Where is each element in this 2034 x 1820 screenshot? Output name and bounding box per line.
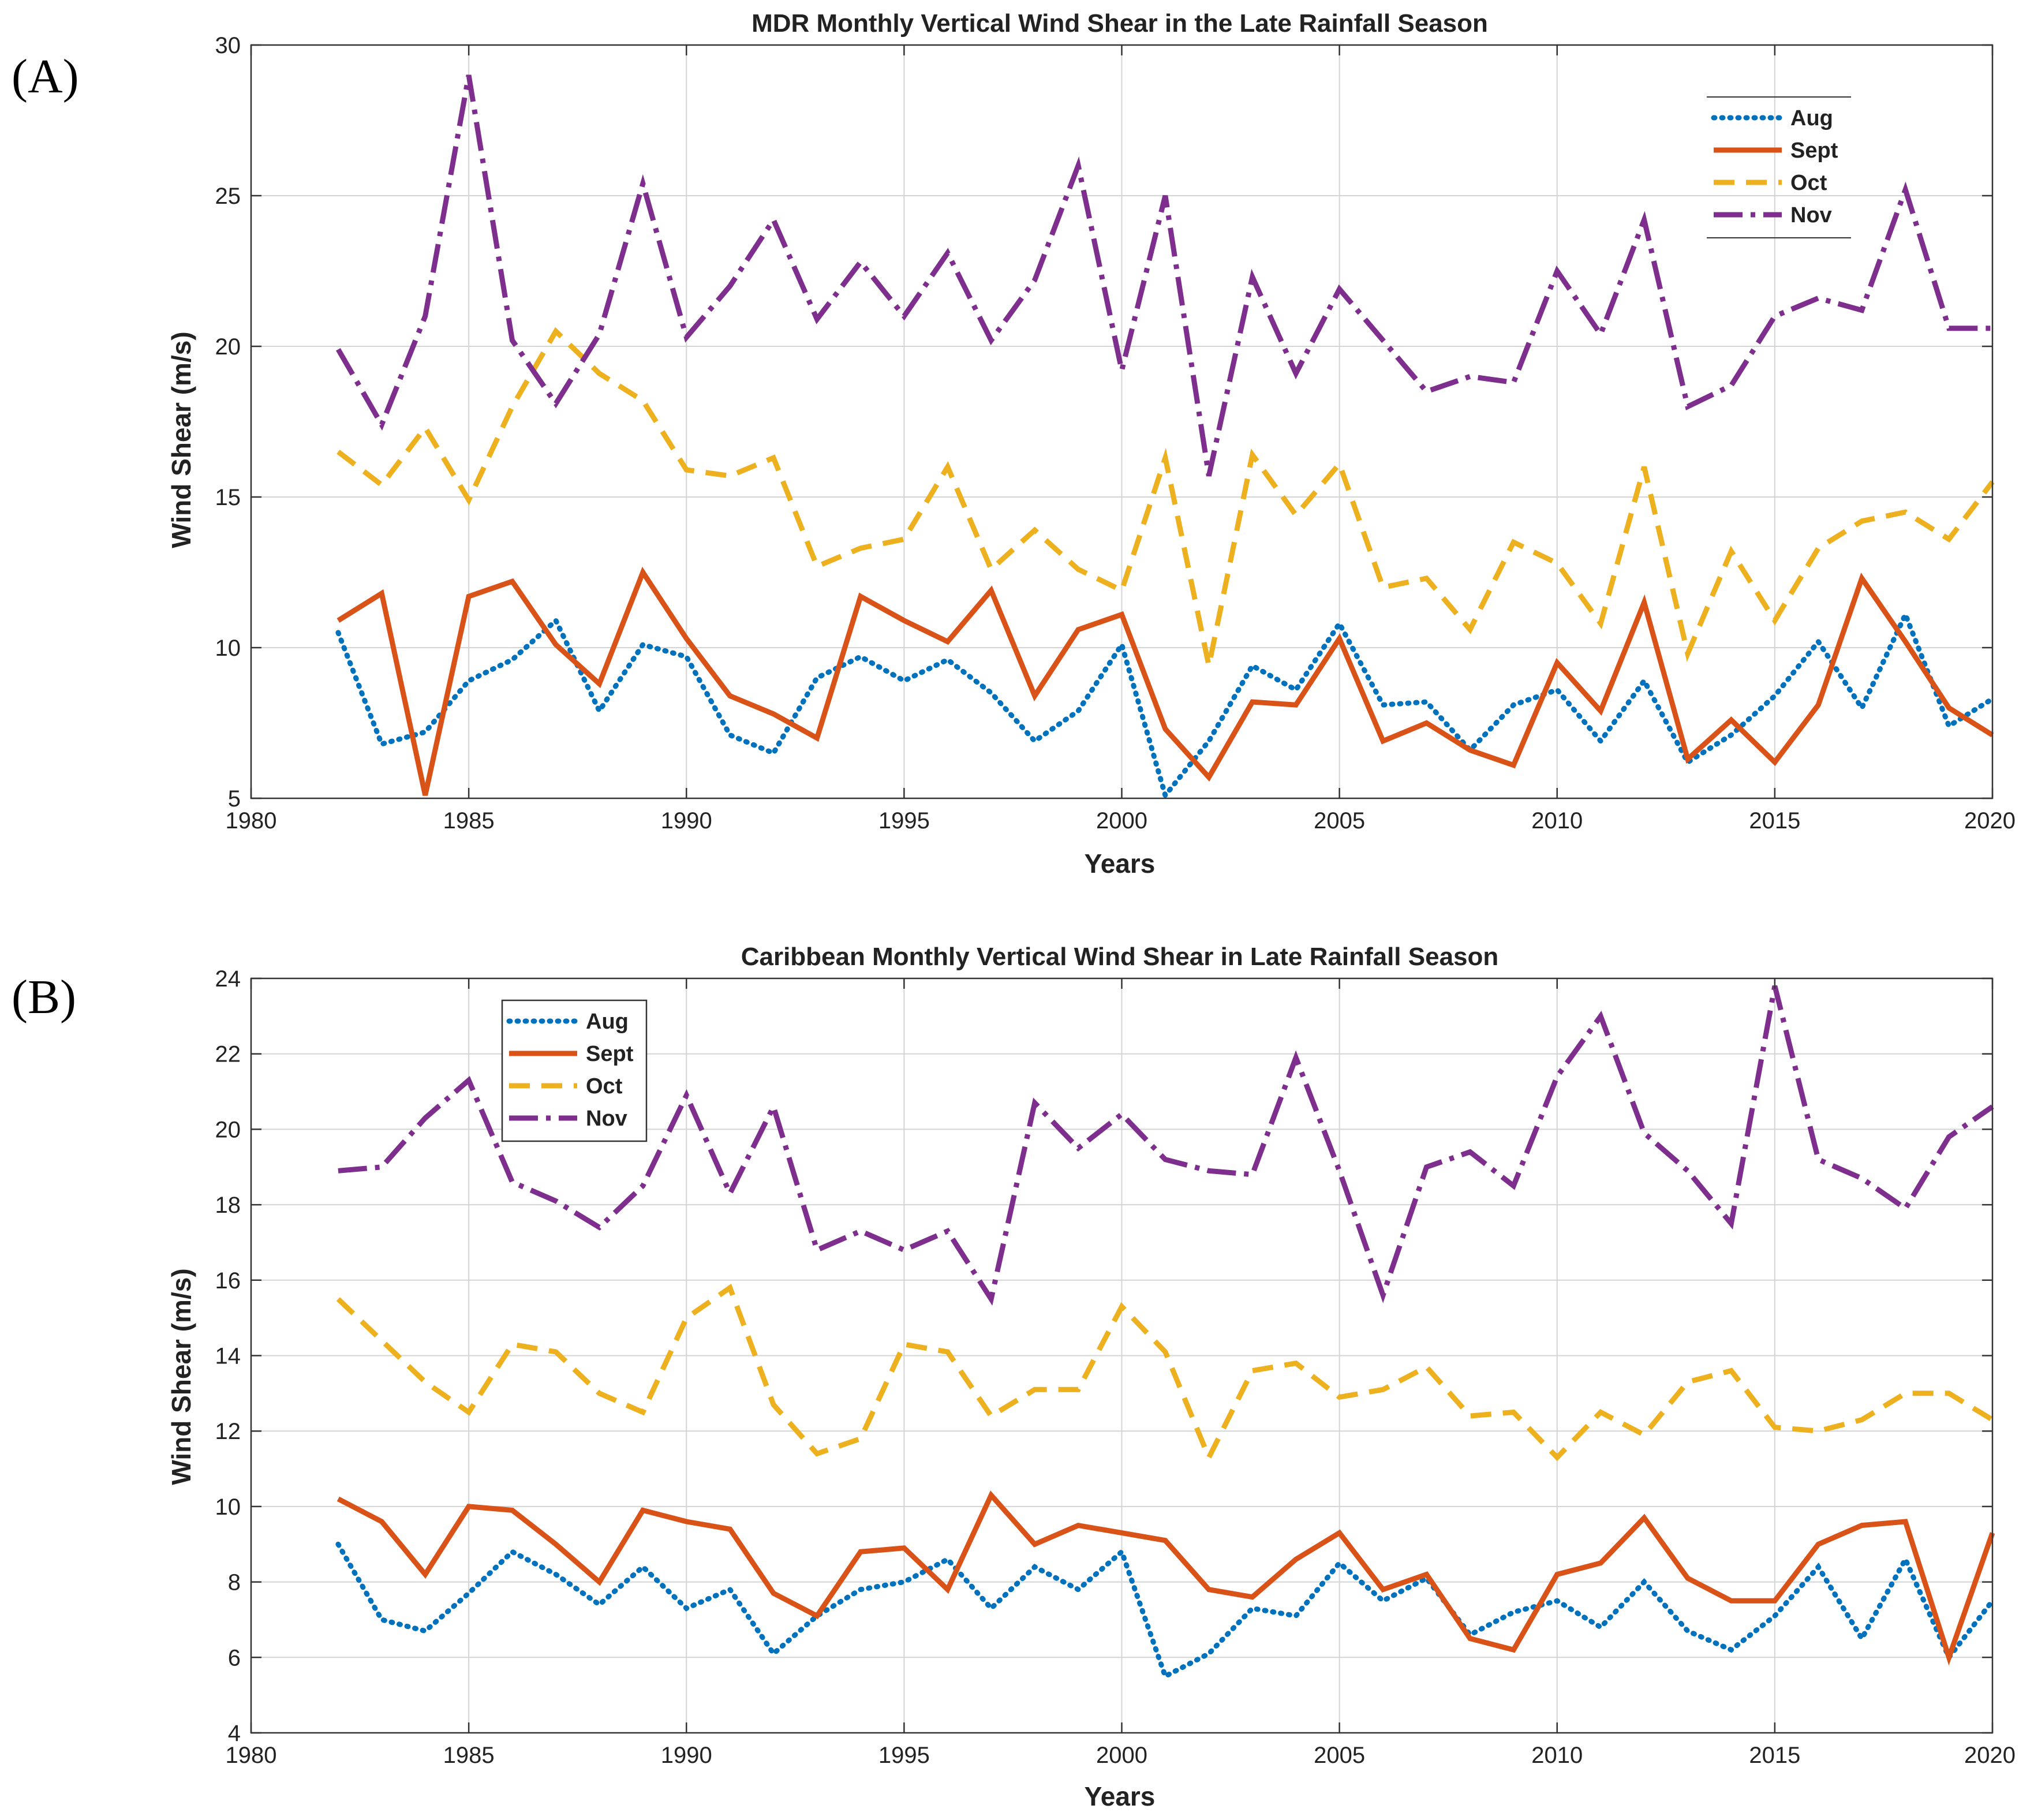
x-tick-label: 2015 <box>1749 1743 1800 1768</box>
panel-a-xlabel: Years <box>1085 849 1156 879</box>
panel-a-label: (A) <box>12 50 79 103</box>
y-tick-label: 10 <box>215 1494 241 1520</box>
panel-a-series-nov <box>336 74 1992 477</box>
x-tick-label: 1980 <box>226 1743 277 1768</box>
panel-a-legend: Aug Sept Oct Nov <box>1707 96 1851 238</box>
panel-a-series <box>335 74 1995 801</box>
panel-b-series-oct <box>336 1283 1994 1464</box>
legend-label-nov: Nov <box>586 1107 627 1131</box>
y-tick-label: 15 <box>215 485 241 510</box>
x-tick-label: 1990 <box>661 808 712 834</box>
y-tick-label: 10 <box>215 636 241 661</box>
x-tick-label: 2015 <box>1749 808 1800 834</box>
y-tick-label: 6 <box>228 1645 241 1670</box>
panel-b-ticks: 1980 1985 1990 1995 2000 2005 2010 2015 20204681… <box>215 966 2016 1768</box>
y-tick-label: 16 <box>215 1268 241 1294</box>
legend-label-sept: Sept <box>1790 139 1838 163</box>
panel-b-label: (B) <box>12 970 76 1024</box>
y-tick-label: 20 <box>215 1117 241 1142</box>
legend-label-sept: Sept <box>586 1042 634 1066</box>
y-tick-label: 18 <box>215 1193 241 1218</box>
y-tick-label: 5 <box>228 786 241 812</box>
legend-label-aug: Aug <box>1790 106 1833 130</box>
y-tick-label: 8 <box>228 1570 241 1595</box>
y-tick-label: 20 <box>215 334 241 360</box>
y-tick-label: 25 <box>215 184 241 209</box>
panel-b-xlabel: Years <box>1085 1781 1156 1811</box>
panel-b-ylabel: Wind Shear (m/s) <box>166 1268 196 1485</box>
x-tick-label: 1985 <box>443 808 495 834</box>
x-tick-label: 2000 <box>1096 808 1147 834</box>
x-tick-label: 1980 <box>226 808 277 834</box>
y-tick-label: 4 <box>228 1721 241 1746</box>
panel-b-series-nov <box>338 985 1994 1306</box>
x-tick-label: 2020 <box>1964 808 2016 834</box>
panel-a-ylabel: Wind Shear (m/s) <box>166 331 196 548</box>
y-tick-label: 14 <box>215 1344 241 1369</box>
panel-a-series-sept <box>336 566 1994 796</box>
panel-b-legend: Aug Sept Oct Nov <box>501 999 648 1142</box>
y-tick-label: 22 <box>215 1042 241 1067</box>
x-tick-label: 2005 <box>1314 808 1365 834</box>
x-tick-label: 1995 <box>878 808 930 834</box>
panel-b-series-aug <box>335 1541 1995 1680</box>
x-tick-label: 2010 <box>1531 808 1583 834</box>
panel-a-series-aug <box>335 608 1995 801</box>
legend-label-nov: Nov <box>1790 203 1832 227</box>
x-tick-label: 1985 <box>443 1743 495 1768</box>
legend-label-oct: Oct <box>586 1074 623 1098</box>
panel-b-series <box>335 985 1995 1680</box>
y-tick-label: 12 <box>215 1419 241 1444</box>
x-tick-label: 1995 <box>878 1743 930 1768</box>
panel-a-series-oct <box>336 327 1995 667</box>
y-tick-label: 24 <box>215 966 241 992</box>
legend-label-oct: Oct <box>1790 171 1827 195</box>
panel-a-ticks: 1980 1985 1990 1995 2000 2005 2010 2015 2020 5 10 1… <box>215 33 2016 834</box>
x-tick-label: 2005 <box>1314 1743 1365 1768</box>
x-tick-label: 1990 <box>661 1743 712 1768</box>
y-tick-label: 30 <box>215 33 241 58</box>
x-tick-label: 2020 <box>1964 1743 2016 1768</box>
panel-a: (A) MDR Monthly Vertical Wind Shear in t… <box>12 9 2016 879</box>
legend-label-aug: Aug <box>586 1010 629 1034</box>
panel-b-title: Caribbean Monthly Vertical Wind Shear in… <box>741 943 1499 971</box>
x-tick-label: 2000 <box>1096 1743 1147 1768</box>
panel-b: (B) Caribbean Monthly Vertical Wind Shea… <box>12 943 2016 1811</box>
panel-b-series-sept <box>336 1490 1995 1666</box>
x-tick-label: 2010 <box>1531 1743 1583 1768</box>
panel-a-title: MDR Monthly Vertical Wind Shear in the L… <box>751 9 1488 38</box>
